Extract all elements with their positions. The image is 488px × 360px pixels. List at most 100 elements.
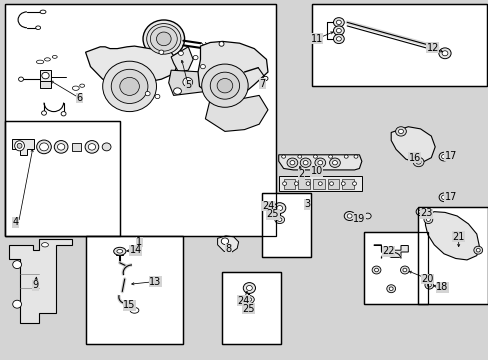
Ellipse shape — [247, 298, 251, 301]
Polygon shape — [425, 212, 478, 260]
Ellipse shape — [41, 111, 46, 115]
Text: 3: 3 — [304, 199, 310, 209]
Polygon shape — [327, 179, 339, 189]
Ellipse shape — [473, 246, 482, 254]
Ellipse shape — [246, 285, 252, 291]
Ellipse shape — [282, 182, 286, 185]
Ellipse shape — [61, 112, 66, 116]
Ellipse shape — [117, 249, 122, 253]
Ellipse shape — [344, 211, 354, 220]
Ellipse shape — [427, 283, 430, 287]
Bar — [5, 4, 276, 236]
Ellipse shape — [289, 161, 294, 165]
Text: 25: 25 — [266, 209, 279, 219]
Ellipse shape — [173, 88, 181, 94]
Ellipse shape — [300, 158, 310, 167]
Ellipse shape — [341, 182, 345, 185]
Ellipse shape — [317, 161, 322, 165]
Ellipse shape — [328, 155, 332, 158]
Ellipse shape — [276, 206, 282, 211]
Polygon shape — [171, 47, 193, 72]
Ellipse shape — [277, 218, 281, 221]
Ellipse shape — [294, 182, 298, 185]
Polygon shape — [390, 127, 434, 164]
Polygon shape — [72, 143, 81, 151]
Ellipse shape — [15, 141, 24, 151]
Ellipse shape — [42, 72, 49, 79]
Text: 8: 8 — [225, 244, 231, 254]
Polygon shape — [12, 139, 34, 155]
Polygon shape — [278, 155, 361, 170]
Polygon shape — [198, 41, 267, 97]
Ellipse shape — [329, 182, 333, 185]
Text: 10: 10 — [310, 166, 323, 176]
Bar — [311, 4, 486, 86]
Ellipse shape — [305, 182, 309, 185]
Ellipse shape — [398, 129, 403, 134]
Ellipse shape — [44, 58, 50, 61]
Ellipse shape — [297, 155, 301, 158]
Ellipse shape — [40, 143, 48, 151]
Polygon shape — [9, 239, 72, 323]
Ellipse shape — [145, 91, 150, 96]
Ellipse shape — [244, 296, 254, 303]
Ellipse shape — [41, 243, 48, 247]
Polygon shape — [373, 245, 407, 257]
Text: 16: 16 — [407, 153, 420, 163]
Ellipse shape — [54, 140, 68, 153]
Ellipse shape — [386, 285, 395, 293]
Ellipse shape — [36, 60, 44, 64]
Ellipse shape — [438, 193, 448, 202]
Ellipse shape — [183, 77, 192, 86]
Polygon shape — [298, 179, 309, 189]
Ellipse shape — [332, 161, 337, 165]
Text: 24: 24 — [237, 296, 249, 306]
Bar — [364, 232, 427, 304]
Ellipse shape — [314, 158, 325, 167]
Ellipse shape — [395, 127, 406, 136]
Ellipse shape — [274, 216, 284, 224]
Ellipse shape — [37, 140, 51, 154]
Polygon shape — [168, 70, 207, 95]
Ellipse shape — [286, 158, 297, 167]
Ellipse shape — [352, 182, 356, 185]
Ellipse shape — [40, 10, 46, 14]
Ellipse shape — [113, 247, 125, 255]
Text: 20: 20 — [421, 274, 433, 284]
Ellipse shape — [52, 55, 57, 58]
Ellipse shape — [329, 158, 340, 167]
Ellipse shape — [111, 69, 147, 104]
Polygon shape — [85, 46, 178, 83]
Text: 17: 17 — [444, 192, 456, 202]
Ellipse shape — [243, 283, 255, 293]
Ellipse shape — [336, 28, 341, 33]
Ellipse shape — [441, 51, 447, 56]
Ellipse shape — [159, 50, 163, 54]
Ellipse shape — [313, 155, 317, 158]
Ellipse shape — [402, 268, 406, 272]
Ellipse shape — [217, 78, 232, 93]
Ellipse shape — [146, 23, 181, 54]
Bar — [222, 272, 281, 344]
Text: 13: 13 — [149, 276, 162, 287]
Polygon shape — [312, 179, 324, 189]
Polygon shape — [283, 179, 295, 189]
Ellipse shape — [374, 268, 378, 272]
Ellipse shape — [102, 61, 156, 112]
Ellipse shape — [17, 143, 22, 148]
Ellipse shape — [418, 210, 422, 213]
Bar — [5, 4, 276, 236]
Polygon shape — [205, 95, 267, 131]
Ellipse shape — [36, 26, 41, 30]
Ellipse shape — [263, 76, 267, 81]
Ellipse shape — [424, 281, 433, 289]
Ellipse shape — [13, 261, 21, 269]
Ellipse shape — [415, 208, 424, 216]
Bar — [311, 4, 486, 86]
Ellipse shape — [353, 155, 357, 158]
Ellipse shape — [120, 77, 139, 95]
Ellipse shape — [156, 32, 171, 46]
Ellipse shape — [423, 216, 432, 224]
Bar — [261, 193, 310, 257]
Ellipse shape — [344, 155, 347, 158]
